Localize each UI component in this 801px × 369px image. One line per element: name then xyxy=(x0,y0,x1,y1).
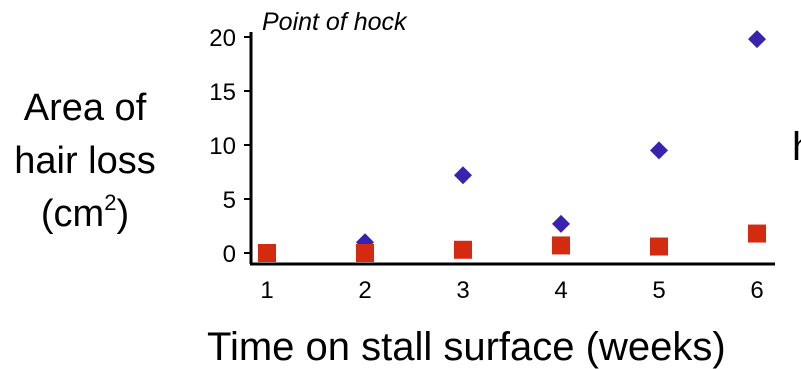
x-tick-label: 4 xyxy=(554,277,567,304)
y-tick-label: 0 xyxy=(223,241,236,268)
x-tick-label: 3 xyxy=(456,277,469,304)
square-point xyxy=(748,224,766,243)
square-point xyxy=(258,244,276,262)
x-tick-label: 1 xyxy=(260,277,273,304)
diamond-point xyxy=(650,141,668,160)
diamond-point xyxy=(454,166,472,185)
y-tick-label: 15 xyxy=(209,79,236,106)
cut-off-text: h xyxy=(792,125,801,169)
series-diamond-points xyxy=(356,30,766,252)
y-axis-label: Area of hair loss (cm2) xyxy=(14,87,156,235)
y-axis-label-close: ) xyxy=(116,193,129,235)
y-tick-label: 10 xyxy=(209,133,236,160)
y-tick-label: 5 xyxy=(223,187,236,214)
square-point xyxy=(356,244,374,262)
y-axis-label-exponent: 2 xyxy=(104,190,116,215)
square-point xyxy=(552,236,570,255)
data-series xyxy=(258,30,766,262)
square-point xyxy=(454,240,472,259)
diamond-point xyxy=(552,214,570,233)
series-square-points xyxy=(258,224,766,262)
x-axis-label: Time on stall surface (weeks) xyxy=(207,325,726,369)
x-tick-label: 6 xyxy=(750,277,763,304)
y-tick-label: 20 xyxy=(209,25,236,52)
diamond-point xyxy=(748,30,766,49)
square-point xyxy=(650,237,668,256)
x-axis-ticks: 1 2 3 4 5 6 xyxy=(260,277,763,304)
y-axis-label-line-3: (cm2) xyxy=(41,190,129,235)
chart-title: Point of hock xyxy=(262,8,408,36)
x-tick-label: 2 xyxy=(358,277,371,304)
x-tick-label: 5 xyxy=(652,277,665,304)
y-axis-label-unit: (cm xyxy=(41,193,104,235)
y-axis-ticks: 0 5 10 15 20 xyxy=(209,25,251,268)
y-axis-label-line-2: hair loss xyxy=(14,140,156,182)
y-axis-label-line-1: Area of xyxy=(24,87,147,129)
